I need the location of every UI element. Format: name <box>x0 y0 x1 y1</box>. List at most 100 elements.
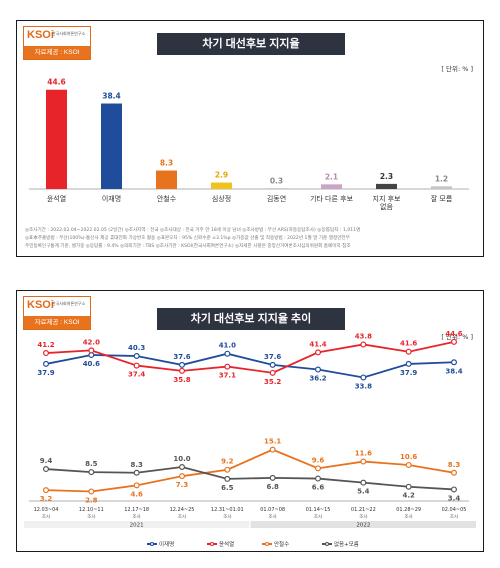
series-line-3 <box>45 466 455 491</box>
logo-mark-2: KSOi <box>27 299 54 311</box>
x-tick-label-7: 01.21~22 <box>351 507 376 513</box>
series-0-label-2: 40.3 <box>128 344 145 352</box>
series-3-label-0: 9.4 <box>40 457 53 465</box>
series-2-label-9: 8.3 <box>448 461 461 469</box>
series-2-point-4 <box>224 466 231 473</box>
legend-swatch-icon <box>322 541 332 547</box>
x-tick-sub-7: 조사 <box>359 513 368 520</box>
bar-4 <box>266 188 287 189</box>
series-2-label-1: 2.8 <box>85 496 98 504</box>
legend-swatch-icon <box>147 541 157 547</box>
legend-item-1: 윤석열 <box>207 540 234 548</box>
series-1-point-6 <box>315 349 322 356</box>
x-tick-label-3: 12.24~25 <box>170 507 195 513</box>
series-2-point-5 <box>269 446 276 453</box>
series-3-label-1: 8.5 <box>85 460 98 468</box>
series-line-0 <box>45 352 455 379</box>
series-2-label-0: 3.2 <box>40 495 53 503</box>
year-band-0 <box>24 521 250 528</box>
series-1-label-1: 42.0 <box>83 338 100 346</box>
legend-item-3: 없음+모름 <box>322 540 359 548</box>
bar-value-label-0: 44.6 <box>47 78 66 87</box>
series-3-label-2: 8.3 <box>130 461 143 469</box>
bar-category-label-4: 김동연 <box>267 195 286 203</box>
x-tick-label-2: 12.17~18 <box>124 507 149 513</box>
series-3-point-3 <box>179 464 186 471</box>
series-0-label-3: 37.6 <box>173 353 190 361</box>
series-0-label-4: 41.0 <box>219 342 236 350</box>
logo-subtitle: 한국사회여론연구소 <box>52 31 86 36</box>
series-2-point-9 <box>451 469 458 476</box>
series-1-point-0 <box>43 350 50 357</box>
x-tick-sub-6: 조사 <box>314 513 323 520</box>
x-tick-label-9: 02.04~05 <box>442 507 467 513</box>
bar-category-label-6: 지지 후보 <box>373 194 402 203</box>
bar-category-label-5: 기타 다른 후보 <box>310 194 354 203</box>
series-2-label-5: 15.1 <box>264 438 281 446</box>
series-2-label-7: 11.6 <box>355 450 372 458</box>
bar-category-label-7: 잘 모름 <box>431 195 453 203</box>
series-0-label-7: 33.8 <box>355 382 372 390</box>
year-band-1 <box>250 521 476 528</box>
legend-label: 윤석열 <box>219 542 235 548</box>
x-tick-sub-8: 조사 <box>405 513 414 520</box>
series-0-point-0 <box>43 360 50 367</box>
series-0-label-9: 38.4 <box>445 367 462 375</box>
year-label-1: 2022 <box>356 523 370 529</box>
series-2-label-4: 9.2 <box>221 458 234 466</box>
series-0-label-6: 36.2 <box>309 375 326 383</box>
bar-value-label-3: 2.9 <box>215 171 228 180</box>
series-1-point-2 <box>133 362 140 369</box>
series-3-label-8: 4.2 <box>402 492 415 500</box>
series-0-point-3 <box>179 361 186 368</box>
series-1-label-7: 43.8 <box>355 332 372 340</box>
series-2-label-2: 4.6 <box>130 490 143 498</box>
series-2-point-8 <box>405 461 412 468</box>
bar-chart-panel: KSOi 한국사회여론연구소 자료제공 : KSOI 차기 대선후보 지지율 [… <box>16 20 484 257</box>
bar-category-label-6-1: 없음 <box>380 203 393 211</box>
series-0-point-5 <box>269 361 276 368</box>
series-1-label-4: 37.1 <box>219 372 236 380</box>
legend-swatch-icon <box>207 541 217 547</box>
series-0-label-1: 40.6 <box>83 360 100 368</box>
unit-label: [ 단위: % ] <box>441 65 473 73</box>
series-0-point-7 <box>360 374 367 381</box>
series-3-label-9: 3.4 <box>448 494 461 502</box>
series-1-point-1 <box>88 347 95 354</box>
bar-5 <box>321 184 342 189</box>
line-chart-title: 차기 대선후보 지지율 추이 <box>157 308 345 330</box>
series-3-point-7 <box>360 479 367 486</box>
bar-category-label-0: 윤석열 <box>47 194 66 203</box>
series-3-label-7: 5.4 <box>357 488 370 496</box>
x-tick-sub-1: 조사 <box>87 513 96 520</box>
x-tick-label-8: 01.28~29 <box>396 507 421 513</box>
legend-item-2: 안철수 <box>262 540 289 548</box>
x-tick-sub-4: 조사 <box>223 513 232 520</box>
logo-subtitle-2: 한국사회여론연구소 <box>52 301 86 306</box>
series-3-point-5 <box>269 474 276 481</box>
ksoi-logo-2: KSOi 한국사회여론연구소 자료제공 : KSOI <box>23 296 91 330</box>
ksoi-logo: KSOi 한국사회여론연구소 자료제공 : KSOI <box>23 26 91 60</box>
x-tick-sub-9: 조사 <box>450 513 459 520</box>
series-3-point-9 <box>451 486 458 493</box>
bar-value-label-6: 2.3 <box>380 172 393 181</box>
series-1-point-7 <box>360 341 367 348</box>
series-1-point-8 <box>405 348 412 355</box>
series-1-point-5 <box>269 369 276 376</box>
x-tick-sub-2: 조사 <box>133 513 142 520</box>
series-1-point-4 <box>224 363 231 370</box>
legend-label: 안철수 <box>274 542 290 548</box>
series-1-point-3 <box>179 367 186 374</box>
x-tick-sub-3: 조사 <box>178 513 187 520</box>
series-2-point-3 <box>179 473 186 480</box>
series-2-point-6 <box>315 465 322 472</box>
series-1-label-8: 41.6 <box>400 340 417 348</box>
bar-category-label-2: 안철수 <box>157 194 177 203</box>
series-2-label-8: 10.6 <box>400 453 417 461</box>
bar-value-label-1: 38.4 <box>102 92 121 101</box>
source-label: 자료제공 : KSOI <box>24 46 90 59</box>
bar-value-label-2: 8.3 <box>160 159 173 168</box>
x-tick-sub-0: 조사 <box>42 513 51 520</box>
series-3-point-0 <box>43 466 50 473</box>
series-1-point-9 <box>451 338 458 345</box>
